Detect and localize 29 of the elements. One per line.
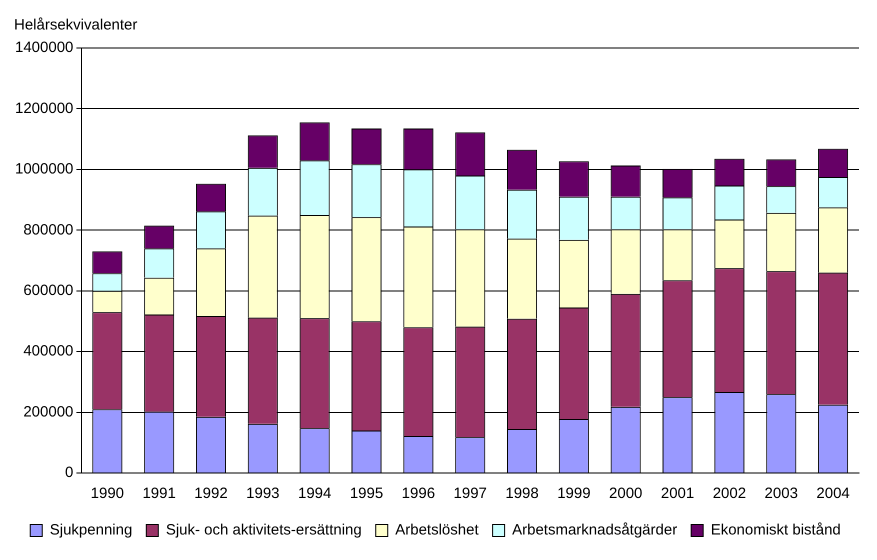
- x-tick-label: 2000: [609, 485, 642, 502]
- y-axis-title: Helårsekvivalenter: [14, 16, 138, 34]
- x-tick-label: 1993: [246, 485, 280, 502]
- y-tick-label: 1000000: [14, 160, 74, 178]
- y-tick-label: 1200000: [14, 100, 74, 117]
- x-tick-label: 1996: [402, 485, 436, 502]
- legend-label: Arbetsmarknadsåtgärder: [512, 522, 678, 539]
- x-tick-label: 1990: [90, 485, 124, 502]
- x-tick-label: 1999: [557, 485, 591, 502]
- x-tick-label: 2001: [660, 485, 694, 502]
- y-tick-label: 1400000: [14, 39, 74, 56]
- x-tick-label: 2004: [816, 485, 850, 502]
- x-tick-label: 1998: [505, 485, 539, 502]
- y-tick-label: 200000: [23, 403, 74, 420]
- y-tick-label: 400000: [23, 342, 74, 360]
- x-tick-label: 1992: [194, 485, 228, 502]
- y-tick-label: 800000: [23, 221, 74, 238]
- legend-label: Sjuk- och aktivitets-ersättning: [166, 522, 362, 539]
- legend-label: Arbetslöshet: [395, 522, 480, 539]
- legend-label: Ekonomiskt bistånd: [710, 522, 841, 539]
- x-tick-label: 2002: [712, 485, 746, 502]
- x-tick-label: 1991: [142, 485, 176, 502]
- x-tick-label: 2003: [764, 485, 798, 502]
- x-tick-label: 1997: [454, 485, 487, 502]
- x-tick-label: 1994: [298, 485, 332, 502]
- x-tick-label: 1995: [350, 485, 384, 502]
- y-tick-label: 600000: [23, 282, 74, 299]
- y-tick-label: 0: [65, 464, 74, 482]
- legend-label: Sjukpenning: [50, 522, 132, 539]
